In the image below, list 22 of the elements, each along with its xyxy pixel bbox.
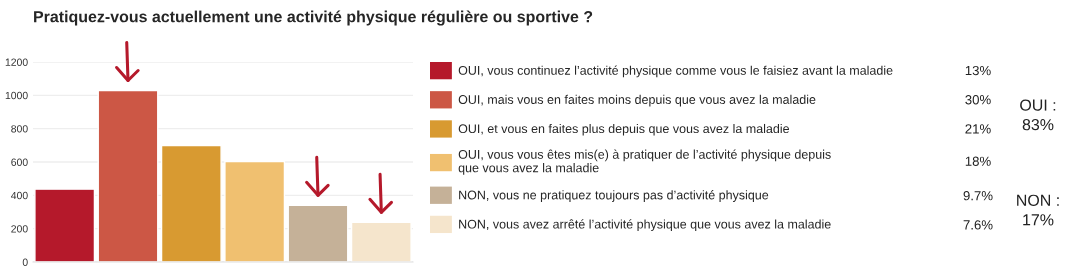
legend-label: OUI, et vous en faites plus depuis que vous avez la maladie — [458, 123, 790, 136]
text: 13% — [965, 65, 991, 76]
text: 18% — [965, 156, 991, 166]
y-tick-label: 800 — [11, 125, 28, 133]
y-tick-label: 1000 — [5, 91, 28, 100]
y-tick-label: 0 — [22, 258, 28, 266]
y-tick-label: 1200 — [5, 58, 28, 66]
legend-label: OUI, vous vous êtes mis(e) à pratiquer de l’activité physique depuis que vous avez la maladie — [458, 149, 831, 175]
text: 30% — [965, 95, 991, 105]
text: NON : 17% — [1017, 194, 1059, 226]
legend-label: OUI, vous continuez l’activité physique comme vous le faisiez avant la maladie — [458, 65, 893, 78]
text: 7.6% — [963, 220, 993, 230]
chart-title: Pratiquez-vous actuellement une activité physique régulière ou sportive ? — [34, 10, 593, 26]
y-tick-label: 600 — [11, 158, 28, 166]
y-tick-label: 400 — [11, 191, 28, 200]
text: OUI : 83% — [1020, 99, 1056, 131]
legend-label: OUI, mais vous en faites moins depuis que vous avez la maladie — [458, 94, 816, 107]
text: 21% — [965, 124, 991, 134]
legend-label: NON, vous ne pratiquez toujours pas d’activité physique — [459, 190, 769, 202]
y-tick-label: 200 — [11, 225, 28, 233]
legend-label: NON, vous avez arrêté l’activité physique que vous avez la maladie — [459, 219, 831, 232]
text: 9.7% — [963, 191, 993, 201]
